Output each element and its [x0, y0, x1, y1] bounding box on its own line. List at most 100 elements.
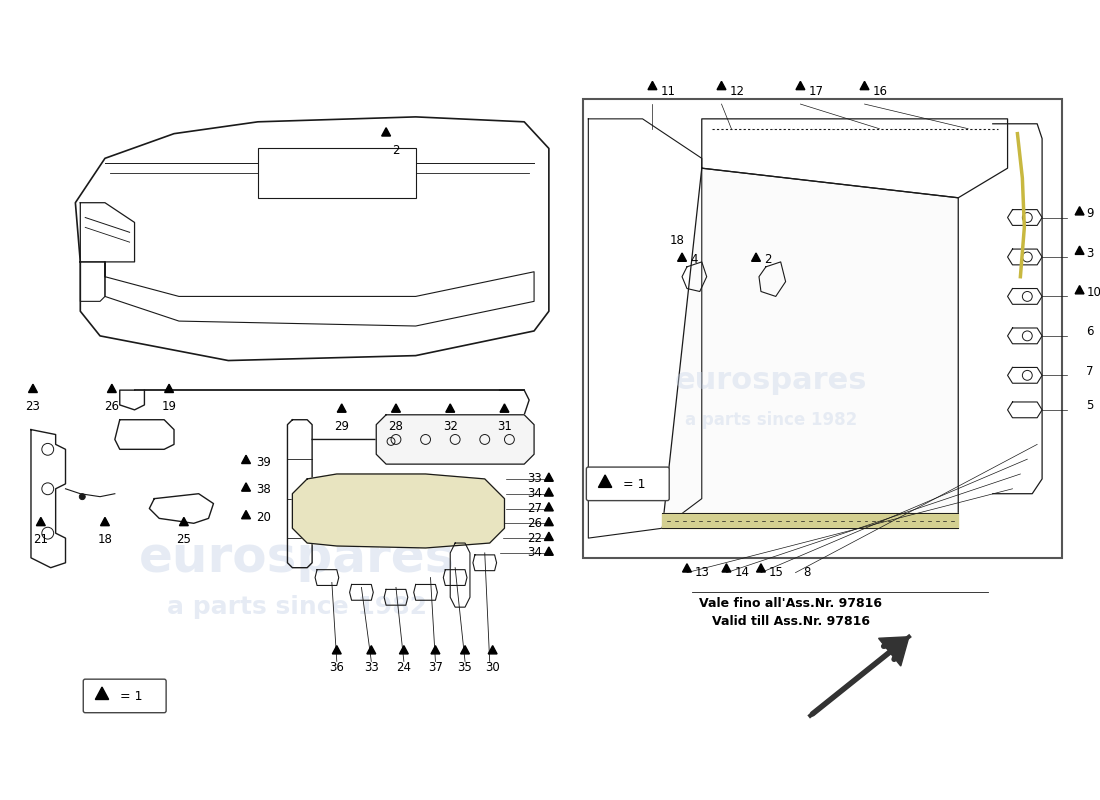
Polygon shape — [36, 518, 45, 526]
Polygon shape — [446, 404, 454, 412]
Text: 10: 10 — [1087, 286, 1100, 299]
Polygon shape — [722, 564, 730, 572]
Polygon shape — [544, 532, 553, 541]
Text: a parts since 1982: a parts since 1982 — [167, 595, 427, 619]
Text: 12: 12 — [729, 85, 745, 98]
Text: 26: 26 — [527, 517, 542, 530]
Text: 33: 33 — [364, 662, 378, 674]
Text: 36: 36 — [329, 662, 344, 674]
Text: 17: 17 — [808, 85, 823, 98]
Text: 35: 35 — [458, 662, 472, 674]
Polygon shape — [488, 646, 497, 654]
Text: 37: 37 — [428, 662, 443, 674]
Text: 18: 18 — [670, 234, 684, 247]
Polygon shape — [717, 82, 726, 90]
Polygon shape — [165, 384, 174, 393]
Text: 18: 18 — [98, 533, 112, 546]
Polygon shape — [678, 253, 686, 262]
Text: 2: 2 — [763, 254, 771, 266]
Text: 16: 16 — [872, 85, 888, 98]
Text: 39: 39 — [256, 456, 271, 469]
Text: 7: 7 — [1087, 365, 1094, 378]
Text: 27: 27 — [527, 502, 542, 515]
Text: 23: 23 — [25, 400, 41, 413]
Text: 34: 34 — [527, 546, 542, 559]
Text: 34: 34 — [527, 487, 542, 500]
Polygon shape — [382, 128, 390, 136]
Bar — [583, 99, 1062, 558]
Polygon shape — [29, 384, 37, 393]
Text: 32: 32 — [443, 420, 458, 433]
Polygon shape — [242, 510, 251, 518]
Text: 11: 11 — [660, 85, 675, 98]
Polygon shape — [648, 82, 657, 90]
Text: 9: 9 — [1087, 207, 1094, 220]
Text: = 1: = 1 — [623, 478, 646, 491]
Polygon shape — [461, 646, 470, 654]
Polygon shape — [392, 404, 400, 412]
Polygon shape — [376, 414, 535, 464]
Polygon shape — [96, 687, 109, 699]
Polygon shape — [544, 488, 553, 496]
Text: 3: 3 — [1087, 246, 1093, 259]
Polygon shape — [242, 455, 251, 463]
FancyBboxPatch shape — [586, 467, 669, 501]
Polygon shape — [662, 168, 958, 528]
Text: 29: 29 — [334, 420, 349, 433]
Polygon shape — [544, 518, 553, 526]
Polygon shape — [242, 483, 251, 491]
Polygon shape — [100, 518, 109, 526]
Polygon shape — [1075, 246, 1084, 254]
Bar — [257, 149, 416, 198]
Polygon shape — [338, 404, 346, 412]
Text: = 1: = 1 — [120, 690, 142, 703]
Text: 31: 31 — [497, 420, 512, 433]
Text: Valid till Ass.Nr. 97816: Valid till Ass.Nr. 97816 — [712, 615, 870, 628]
Polygon shape — [860, 82, 869, 90]
Text: 30: 30 — [485, 662, 501, 674]
Text: 6: 6 — [1087, 326, 1094, 338]
Text: eurospares: eurospares — [139, 534, 455, 582]
Text: Vale fino all'Ass.Nr. 97816: Vale fino all'Ass.Nr. 97816 — [700, 598, 882, 610]
FancyBboxPatch shape — [84, 679, 166, 713]
Polygon shape — [1075, 206, 1084, 215]
Text: 26: 26 — [104, 400, 120, 413]
Text: 22: 22 — [527, 532, 542, 545]
Polygon shape — [544, 473, 553, 482]
Text: 8: 8 — [803, 566, 811, 579]
Text: 28: 28 — [388, 420, 404, 433]
Text: 21: 21 — [33, 533, 48, 546]
Polygon shape — [500, 404, 509, 412]
Text: 33: 33 — [527, 473, 542, 486]
Text: 19: 19 — [162, 400, 177, 413]
Polygon shape — [1075, 286, 1084, 294]
Polygon shape — [544, 502, 553, 511]
Text: 13: 13 — [695, 566, 710, 579]
Polygon shape — [598, 475, 612, 487]
Polygon shape — [544, 547, 553, 555]
Polygon shape — [682, 564, 692, 572]
Text: 2: 2 — [392, 143, 399, 157]
Polygon shape — [796, 82, 805, 90]
Polygon shape — [431, 646, 440, 654]
Polygon shape — [179, 518, 188, 526]
Text: 14: 14 — [735, 566, 749, 579]
Text: 4: 4 — [690, 254, 697, 266]
Polygon shape — [879, 637, 909, 666]
Polygon shape — [293, 474, 505, 548]
Text: 15: 15 — [769, 566, 783, 579]
Polygon shape — [399, 646, 408, 654]
Text: 25: 25 — [176, 533, 191, 546]
Polygon shape — [751, 253, 760, 262]
Text: 20: 20 — [256, 511, 271, 524]
Text: 24: 24 — [396, 662, 411, 674]
Polygon shape — [108, 384, 117, 393]
Text: eurospares: eurospares — [674, 366, 867, 394]
Circle shape — [79, 494, 85, 500]
Text: a parts since 1982: a parts since 1982 — [684, 410, 857, 429]
Text: 5: 5 — [1087, 399, 1093, 413]
Polygon shape — [367, 646, 376, 654]
Polygon shape — [757, 564, 766, 572]
Polygon shape — [332, 646, 341, 654]
Text: 38: 38 — [256, 483, 271, 496]
